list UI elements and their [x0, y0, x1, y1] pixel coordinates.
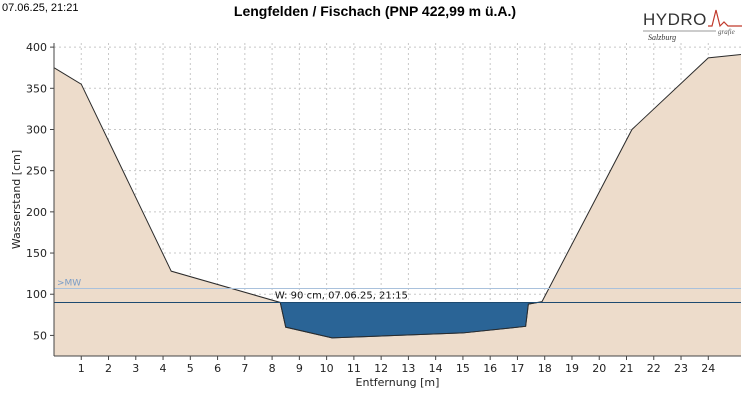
axes: 1 2 3 4 5 6 7 8 9 10 11 12 13 14 15 16 17 18 19 20 21 22 23 245… [26, 41, 741, 375]
y-tick-label: 350 [26, 82, 47, 95]
x-tick-label: 21 [620, 362, 634, 375]
x-tick-label: 11 [347, 362, 361, 375]
x-tick-label: 9 [296, 362, 303, 375]
plot-area: >MW W: 90 cm, 07.06.25, 21:15 [53, 54, 742, 356]
y-axis-label: Wasserstand [cm] [10, 150, 23, 249]
x-tick-label: 1 [78, 362, 85, 375]
x-tick-label: 20 [592, 362, 606, 375]
timestamp: 07.06.25, 21:21 [2, 2, 79, 14]
x-tick-label: 12 [374, 362, 388, 375]
x-axis-label: Entfernung [m] [356, 376, 440, 389]
x-tick-label: 24 [701, 362, 715, 375]
x-tick-label: 16 [483, 362, 497, 375]
x-tick-label: 15 [456, 362, 470, 375]
logo-subtitle: Salzburg [648, 33, 676, 42]
x-tick-label: 5 [187, 362, 194, 375]
y-tick-label: 50 [33, 329, 47, 342]
x-tick-label: 22 [647, 362, 661, 375]
x-tick-label: 18 [538, 362, 552, 375]
x-tick-label: 7 [241, 362, 248, 375]
hydrografie-logo: HYDRO grafie Salzburg [640, 4, 744, 42]
terrain-line [53, 54, 742, 339]
x-tick-label: 10 [320, 362, 334, 375]
y-tick-label: 200 [26, 206, 47, 219]
y-tick-label: 100 [26, 288, 47, 301]
y-tick-label: 150 [26, 247, 47, 260]
x-tick-label: 8 [269, 362, 276, 375]
x-tick-label: 23 [674, 362, 688, 375]
x-tick-label: 4 [160, 362, 167, 375]
x-tick-label: 14 [429, 362, 443, 375]
chart-title: Lengfelden / Fischach (PNP 422,99 m ü.A.… [233, 3, 517, 19]
terrain-area [54, 54, 741, 356]
y-tick-label: 400 [26, 41, 47, 54]
x-tick-label: 6 [214, 362, 221, 375]
x-tick-label: 13 [401, 362, 415, 375]
mw-label: >MW [57, 278, 81, 288]
x-tick-label: 19 [565, 362, 579, 375]
x-tick-label: 3 [132, 362, 139, 375]
x-tick-label: 2 [105, 362, 112, 375]
y-tick-label: 250 [26, 165, 47, 178]
x-tick-label: 17 [510, 362, 524, 375]
logo-tag: grafie [718, 28, 735, 36]
y-tick-label: 300 [26, 123, 47, 136]
water-level-label: W: 90 cm, 07.06.25, 21:15 [275, 290, 408, 301]
logo-text: HYDRO [643, 10, 707, 29]
logo-wave [708, 9, 742, 28]
